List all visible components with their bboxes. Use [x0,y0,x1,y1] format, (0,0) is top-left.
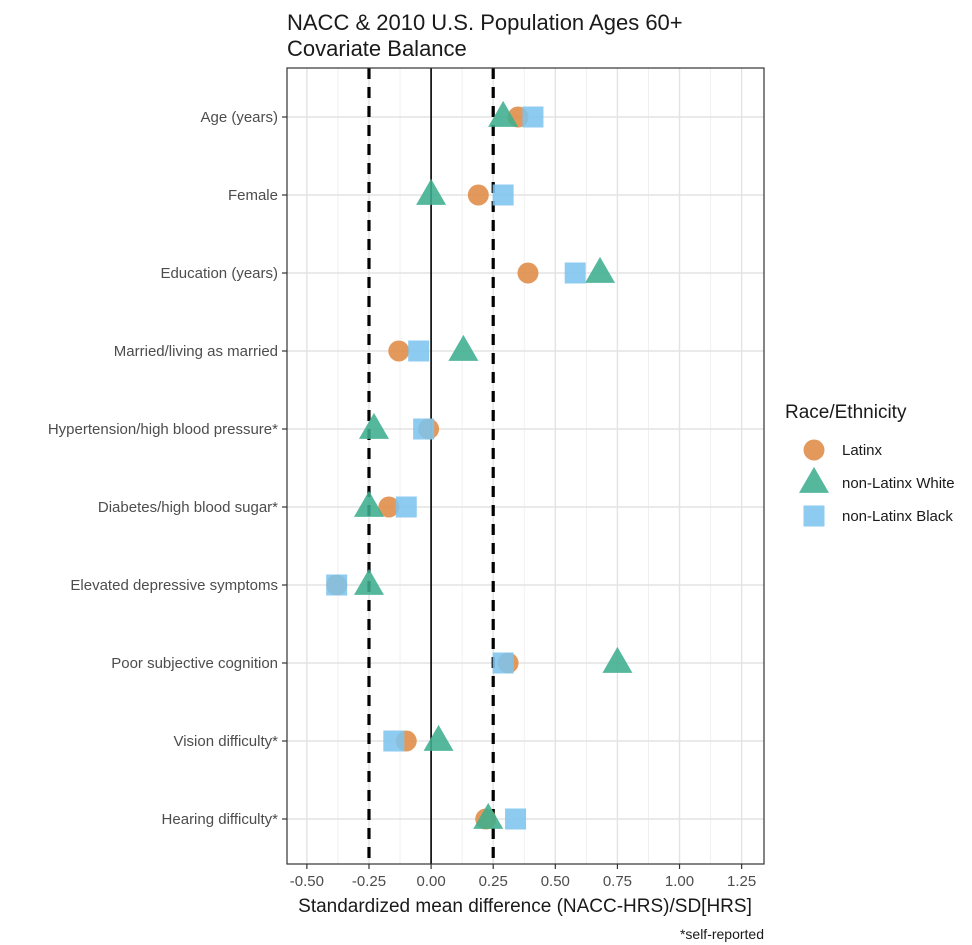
point-non-latinx-black-poor-subjective-cognition [492,652,514,674]
y-tick-label-vision-difficulty: Vision difficulty* [173,733,278,750]
point-non-latinx-black-female [492,184,514,206]
legend-label-non-latinx-white: non-Latinx White [842,475,955,492]
point-latinx-diabetes-high-blood-sugar [378,496,400,518]
point-latinx-married-living-as-married [388,340,410,362]
chart-title: NACC & 2010 U.S. Population Ages 60+ Cov… [287,10,683,61]
point-non-latinx-white-education-years [585,256,616,283]
point-latinx-education-years [517,262,539,284]
y-tick-label-education-years: Education (years) [160,265,278,282]
point-non-latinx-white-hearing-difficulty [473,802,504,829]
legend: Race/Ethnicity Latinx non-Latinx White non… [785,402,955,527]
data-points [326,100,633,830]
point-non-latinx-white-hypertension-high-blood-pressure [358,412,389,439]
point-non-latinx-black-hearing-difficulty [505,808,527,830]
y-tick-label-elevated-depressive-symptoms: Elevated depressive symptoms [70,577,278,594]
x-tick-label: -0.25 [352,873,386,890]
point-non-latinx-white-age-years [488,100,519,127]
x-tick-label: 0.75 [603,873,632,890]
x-axis-ticks: -0.50 -0.25 0.00 0.25 0.50 0.75 1.00 1.25 [290,864,756,890]
point-non-latinx-white-vision-difficulty [423,724,454,751]
y-tick-label-hearing-difficulty: Hearing difficulty* [162,811,279,828]
legend-label-non-latinx-black: non-Latinx Black [842,508,953,525]
legend-title: Race/Ethnicity [785,402,907,423]
point-non-latinx-white-married-living-as-married [448,334,479,361]
y-axis-ticks: Age (years) Female Education (years) Marrie… [48,109,287,828]
y-tick-label-female: Female [228,187,278,204]
legend-key-non-latinx-white [799,466,829,493]
x-tick-label: 1.25 [727,873,756,890]
point-non-latinx-black-elevated-depressive-symptoms [326,574,348,596]
point-non-latinx-white-poor-subjective-cognition [602,646,633,673]
legend-key-latinx [803,439,825,461]
y-tick-label-poor-subjective-cognition: Poor subjective cognition [111,655,278,672]
chart-title-line-1: NACC & 2010 U.S. Population Ages 60+ [287,10,683,35]
legend-label-latinx: Latinx [842,442,883,459]
chart-title-line-2: Covariate Balance [287,36,467,61]
x-tick-label: 0.50 [541,873,570,890]
x-axis-label: Standardized mean difference (NACC-HRS)/… [298,896,752,917]
x-tick-label: 1.00 [665,873,694,890]
footnote: *self-reported [680,926,764,942]
y-tick-label-married-living-as-married: Married/living as married [114,343,278,360]
point-non-latinx-white-female [416,178,447,205]
x-tick-label: 0.00 [416,873,445,890]
legend-key-non-latinx-black [803,505,825,527]
y-tick-label-hypertension-high-blood-pressure: Hypertension/high blood pressure* [48,421,278,438]
point-non-latinx-black-hypertension-high-blood-pressure [413,418,435,440]
plot-panel [287,68,764,864]
point-non-latinx-white-diabetes-high-blood-sugar [353,490,384,517]
y-tick-label-diabetes-high-blood-sugar: Diabetes/high blood sugar* [98,499,278,516]
point-non-latinx-black-vision-difficulty [383,730,405,752]
point-non-latinx-white-elevated-depressive-symptoms [353,568,384,595]
point-non-latinx-black-age-years [522,106,544,128]
x-tick-label: -0.50 [290,873,324,890]
x-tick-label: 0.25 [479,873,508,890]
point-non-latinx-black-married-living-as-married [408,340,430,362]
plot-panel-border [286,67,765,865]
point-latinx-female [467,184,489,206]
y-tick-label-age-years: Age (years) [200,109,278,126]
point-non-latinx-black-diabetes-high-blood-sugar [395,496,417,518]
point-non-latinx-black-education-years [564,262,586,284]
